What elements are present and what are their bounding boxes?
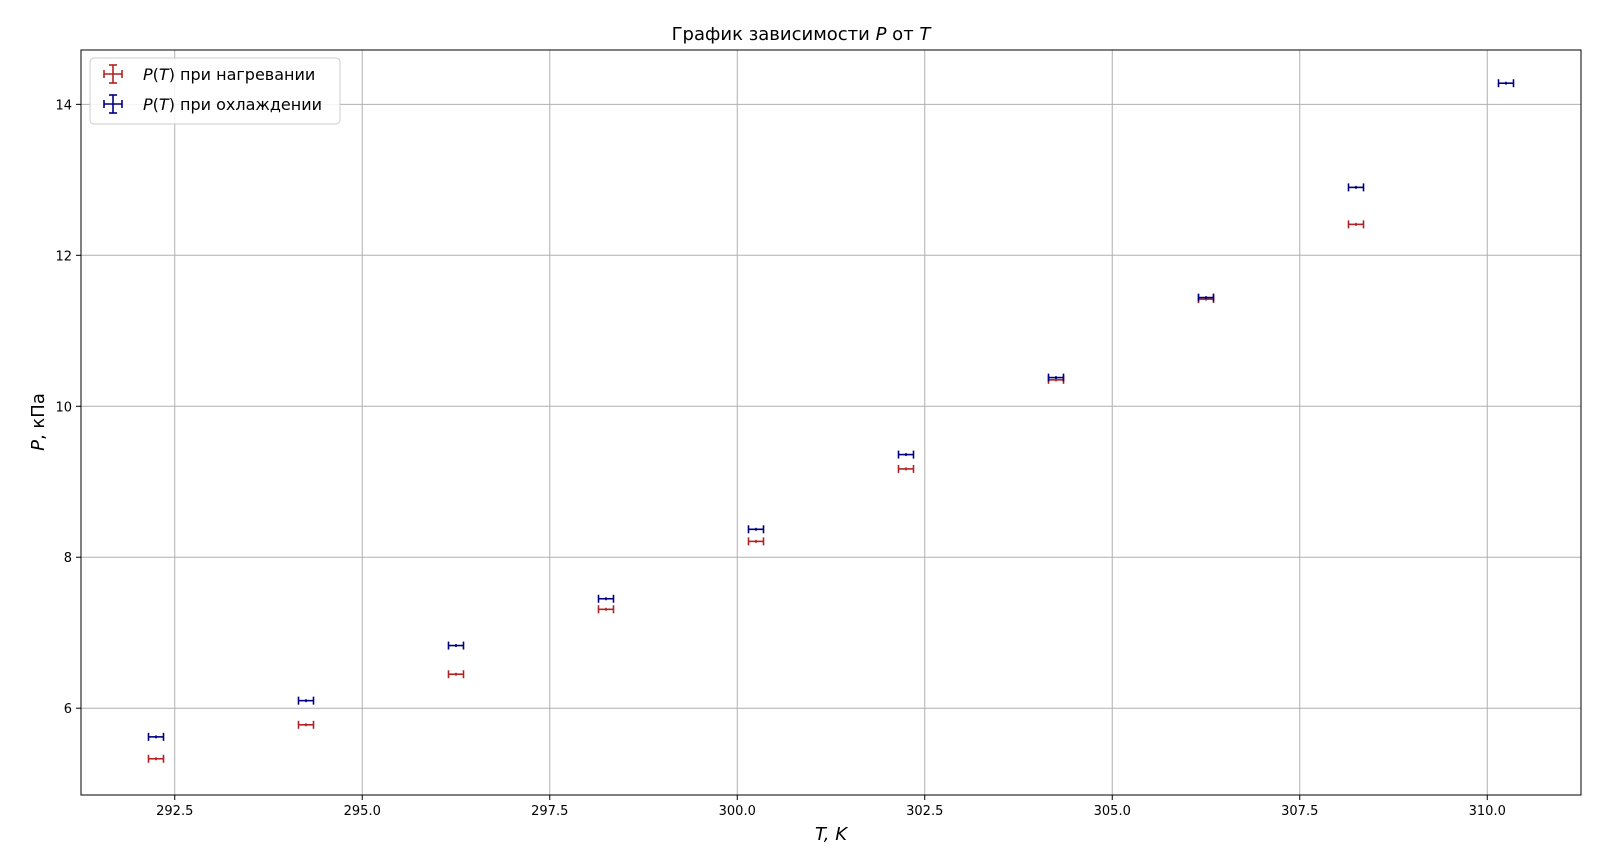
x-axis-ticks: 292.5 295.0 297.5 300.0 302.5 305.0 307.5 310.0 xyxy=(156,795,1506,819)
x-tick-label: 305.0 xyxy=(1094,804,1131,819)
legend-heating-var-t: T xyxy=(159,65,170,84)
legend-cooling-var-p: P xyxy=(143,95,153,114)
legend-marker-cooling xyxy=(103,94,123,114)
x-tick-label: 292.5 xyxy=(156,804,193,819)
chart-title-var-p: P xyxy=(876,24,887,45)
legend-box xyxy=(89,57,341,125)
x-tick-label: 300.0 xyxy=(719,804,756,819)
data-point xyxy=(1197,293,1215,302)
series-cooling xyxy=(147,79,1515,741)
y-axis-label: P, кПа xyxy=(28,393,49,451)
y-axis-ticks: 6 8 10 12 14 xyxy=(55,98,81,717)
legend-marker-heating xyxy=(103,64,123,84)
y-tick-label: 6 xyxy=(64,702,72,717)
legend-heating-paren: ( xyxy=(153,65,159,84)
data-point xyxy=(447,641,465,650)
y-axis-label-unit: , кПа xyxy=(28,393,49,440)
data-point xyxy=(897,464,915,473)
y-tick-label: 12 xyxy=(55,249,72,264)
data-point xyxy=(1347,220,1365,229)
plot-frame xyxy=(80,49,1582,796)
legend-heating-var-p: P xyxy=(143,65,153,84)
data-series xyxy=(147,79,1515,763)
legend-label-heating: P(T) при нагревании xyxy=(143,65,315,84)
x-tick-label: 297.5 xyxy=(531,804,568,819)
data-point xyxy=(897,450,915,459)
chart-title-prefix: График зависимости xyxy=(672,24,876,45)
chart-title-middle: от xyxy=(886,24,919,45)
legend-label-cooling: P(T) при охлаждении xyxy=(143,95,322,114)
data-point xyxy=(1497,79,1515,88)
data-point xyxy=(747,537,765,546)
x-axis-label-unit: K xyxy=(835,824,848,845)
x-tick-label: 295.0 xyxy=(344,804,381,819)
data-point xyxy=(147,732,165,741)
data-point xyxy=(147,754,165,763)
y-tick-label: 14 xyxy=(55,98,72,113)
chart-title: График зависимости P от T xyxy=(672,24,933,45)
data-point xyxy=(747,525,765,534)
data-point xyxy=(297,720,315,729)
x-tick-label: 302.5 xyxy=(906,804,943,819)
data-point xyxy=(447,670,465,679)
legend-heating-rest: ) при нагревании xyxy=(169,65,316,84)
y-tick-label: 10 xyxy=(55,400,72,415)
data-point xyxy=(1347,183,1365,192)
y-tick-label: 8 xyxy=(64,551,72,566)
legend-cooling-paren: ( xyxy=(153,95,159,114)
chart-title-var-t: T xyxy=(919,24,932,45)
x-axis-label-sep: , xyxy=(824,824,835,845)
x-tick-label: 307.5 xyxy=(1281,804,1318,819)
legend-cooling-rest: ) при охлаждении xyxy=(169,95,322,114)
legend: P(T) при нагревании P(T) при охлаждении xyxy=(89,57,341,125)
data-point xyxy=(597,594,615,603)
x-axis-label: T, K xyxy=(815,824,848,845)
data-point xyxy=(597,605,615,614)
y-axis-label-var: P xyxy=(28,440,49,451)
data-point xyxy=(297,696,315,705)
legend-cooling-var-t: T xyxy=(159,95,170,114)
data-point xyxy=(1047,373,1065,382)
x-tick-label: 310.0 xyxy=(1469,804,1506,819)
